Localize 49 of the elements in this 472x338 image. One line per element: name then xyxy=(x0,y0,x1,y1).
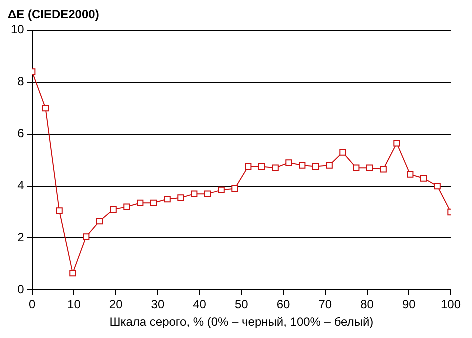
point xyxy=(42,105,50,112)
x-tick-label: 50 xyxy=(234,298,249,312)
x-tick-label: 0 xyxy=(29,298,36,312)
point xyxy=(245,163,252,170)
y-tick-label: 10 xyxy=(10,22,25,37)
point xyxy=(137,200,144,206)
point xyxy=(232,186,238,192)
point xyxy=(164,196,171,203)
point xyxy=(434,182,441,190)
point xyxy=(258,163,266,170)
x-tick-label: 20 xyxy=(109,298,124,312)
x-tick-label: 60 xyxy=(276,298,291,312)
point xyxy=(380,166,387,173)
x-axis-title: Шкала серого, % (0% – черный, 100% – белый) xyxy=(110,315,374,330)
point xyxy=(56,208,63,214)
point xyxy=(420,175,428,182)
point xyxy=(353,164,360,172)
y-tick-label: 6 xyxy=(18,126,25,141)
x-tick-label: 40 xyxy=(193,298,207,312)
y-tick-label: 4 xyxy=(18,178,25,193)
point xyxy=(312,163,320,170)
point xyxy=(326,162,333,169)
point xyxy=(407,171,414,178)
point xyxy=(70,270,76,277)
point xyxy=(96,218,104,225)
point xyxy=(299,162,306,169)
x-tick-label: 70 xyxy=(318,298,332,312)
x-tick-label: 100 xyxy=(440,298,462,312)
x-tick-label: 30 xyxy=(151,298,165,312)
y-tick-label: 2 xyxy=(18,230,25,245)
point xyxy=(83,234,90,240)
x-tick-label: 90 xyxy=(402,298,416,312)
point xyxy=(286,160,292,166)
point xyxy=(178,194,184,202)
point xyxy=(272,164,279,172)
x-tick-label: 10 xyxy=(68,298,82,312)
point xyxy=(204,190,212,198)
y-tick-label: 0 xyxy=(18,282,25,297)
point xyxy=(150,200,158,206)
x-tick-label: 80 xyxy=(360,298,374,312)
point xyxy=(191,190,198,198)
point xyxy=(340,149,346,156)
point xyxy=(110,206,117,213)
point xyxy=(366,164,374,172)
point xyxy=(124,204,130,210)
y-axis-title: ΔE (CIEDE2000) xyxy=(8,8,100,22)
point xyxy=(394,140,400,147)
y-tick-label: 8 xyxy=(18,74,25,89)
point xyxy=(218,186,225,194)
